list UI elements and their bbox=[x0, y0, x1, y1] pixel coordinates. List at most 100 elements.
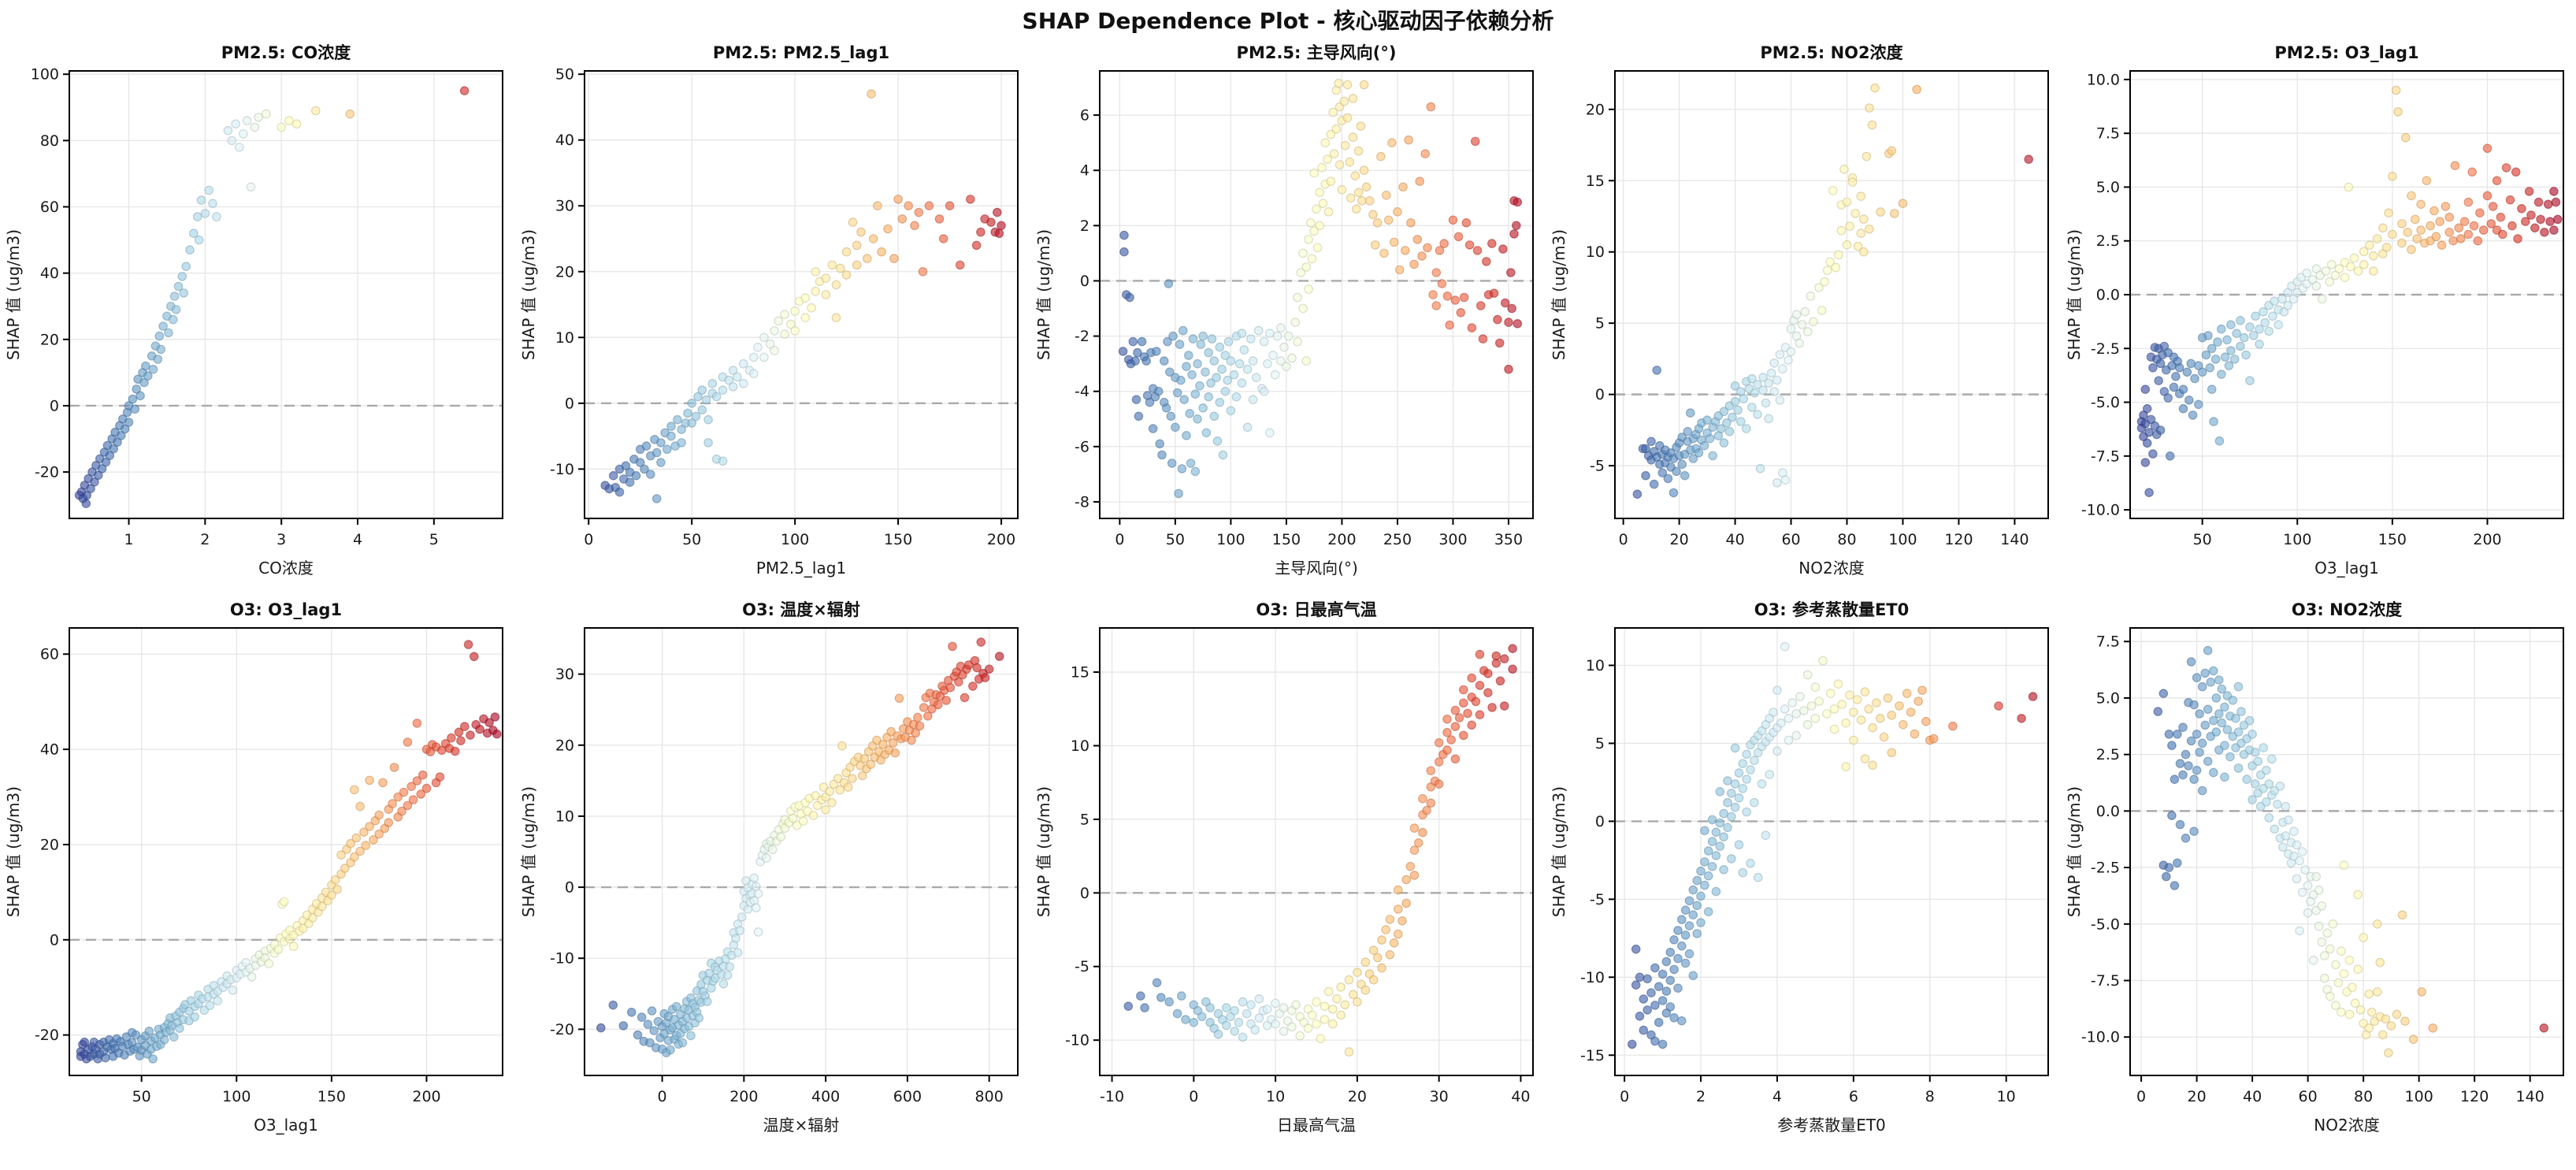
subplot-pm25-co: 1 2 3 4 5 -20 0 20 40 60 80 100 PM2.5: CO浓度 CO浓度 SHAP … bbox=[4, 43, 503, 578]
x-axis: -10 0 10 20 30 40 bbox=[1100, 1075, 1531, 1105]
y-axis: -10 0 10 20 30 40 50 bbox=[550, 65, 585, 477]
svg-text:20: 20 bbox=[2188, 1088, 2207, 1105]
x-axis-label: O3_lag1 bbox=[254, 1116, 318, 1135]
x-axis: 0 50 100 150 200 250 300 350 bbox=[1115, 518, 1523, 548]
subplot-o3-et0: 0 2 4 6 8 10 -15 -10 -5 0 5 10 O3: 参考蒸散量ET0 参考蒸散量ET0 S… bbox=[1550, 600, 2049, 1135]
svg-text:-2: -2 bbox=[1075, 328, 1089, 345]
subplot-title: PM2.5: 主导风向(°) bbox=[1237, 43, 1397, 62]
y-axis: -20 -10 0 10 20 30 bbox=[550, 666, 585, 1038]
svg-text:800: 800 bbox=[975, 1088, 1004, 1105]
svg-text:200: 200 bbox=[1327, 531, 1356, 548]
svg-text:40: 40 bbox=[555, 132, 574, 149]
svg-text:120: 120 bbox=[1944, 531, 1973, 548]
y-axis: -20 0 20 40 60 80 100 bbox=[31, 65, 69, 481]
subplot-pm25-wind-direction: 0 50 100 150 200 250 300 350 -8 -6 -4 -2 0 2 4 6 PM2.5: … bbox=[1034, 43, 1534, 578]
y-axis: -5 0 5 10 15 20 bbox=[1586, 101, 1615, 474]
svg-text:0: 0 bbox=[50, 931, 59, 949]
svg-text:0: 0 bbox=[584, 531, 593, 548]
svg-text:100: 100 bbox=[781, 531, 809, 548]
subplot-title: O3: 日最高气温 bbox=[1256, 600, 1376, 619]
plot-border bbox=[1614, 69, 2049, 519]
svg-text:50: 50 bbox=[1166, 531, 1185, 548]
svg-text:7.5: 7.5 bbox=[2096, 124, 2120, 142]
y-axis: -8 -6 -4 -2 0 2 4 6 bbox=[1075, 106, 1100, 511]
scatter-points bbox=[76, 639, 502, 1064]
svg-text:40: 40 bbox=[1511, 1088, 1530, 1105]
x-axis-label: NO2浓度 bbox=[2314, 1116, 2379, 1135]
figure-title: SHAP Dependence Plot - 核心驱动因子依赖分析 bbox=[1022, 8, 1554, 34]
svg-text:80: 80 bbox=[2354, 1088, 2373, 1105]
grid-lines bbox=[2130, 627, 2563, 1075]
svg-text:4: 4 bbox=[1080, 162, 1089, 179]
subplot-pm25-o3lag1: 50 100 150 200 -10.0 -7.5 -5.0 -2.5 0.0 2.5 5.0 7.5… bbox=[2065, 43, 2564, 578]
x-axis: 0 20 40 60 80 100 120 140 bbox=[2136, 1075, 2544, 1105]
svg-text:-15: -15 bbox=[1580, 1046, 1605, 1064]
svg-text:20: 20 bbox=[1670, 531, 1689, 548]
svg-text:120: 120 bbox=[2460, 1088, 2489, 1105]
svg-text:5: 5 bbox=[1595, 735, 1605, 752]
svg-text:5: 5 bbox=[1595, 314, 1605, 332]
svg-text:200: 200 bbox=[729, 1088, 758, 1105]
svg-text:2.5: 2.5 bbox=[2096, 746, 2120, 763]
svg-text:6: 6 bbox=[1080, 106, 1089, 124]
y-axis-label: SHAP 值 (ug/m3) bbox=[1034, 229, 1053, 360]
grid-lines bbox=[69, 627, 503, 1075]
subplot-title: PM2.5: CO浓度 bbox=[221, 43, 351, 62]
y-axis: -10.0 -7.5 -5.0 -2.5 0.0 2.5 5.0 7.5 10.0 bbox=[2081, 71, 2130, 518]
svg-text:-5: -5 bbox=[1590, 890, 1605, 908]
svg-text:-7.5: -7.5 bbox=[2091, 448, 2120, 465]
subplot-o3-o3lag1: 50 100 150 200 -20 0 20 40 60 O3: O3_lag1 O3_lag1 S… bbox=[4, 600, 503, 1135]
svg-text:100: 100 bbox=[222, 1088, 251, 1105]
svg-text:0: 0 bbox=[658, 1088, 667, 1105]
svg-text:-7.5: -7.5 bbox=[2091, 972, 2120, 990]
svg-text:100: 100 bbox=[1216, 531, 1245, 548]
y-axis-label: SHAP 值 (ug/m3) bbox=[1550, 229, 1568, 360]
svg-text:10: 10 bbox=[555, 329, 574, 346]
svg-text:20: 20 bbox=[555, 737, 574, 754]
y-axis-label: SHAP 值 (ug/m3) bbox=[2065, 229, 2084, 360]
svg-text:10: 10 bbox=[1071, 737, 1089, 755]
svg-text:2: 2 bbox=[1696, 1088, 1706, 1105]
svg-text:10.0: 10.0 bbox=[2087, 71, 2120, 88]
svg-text:8: 8 bbox=[1925, 1088, 1935, 1105]
svg-text:10: 10 bbox=[1266, 1088, 1285, 1105]
svg-text:0.0: 0.0 bbox=[2096, 286, 2120, 303]
svg-text:200: 200 bbox=[412, 1088, 440, 1105]
svg-text:40: 40 bbox=[1725, 531, 1744, 548]
y-axis: -10 -5 0 5 10 15 bbox=[1065, 663, 1100, 1049]
svg-text:-6: -6 bbox=[1075, 438, 1089, 455]
y-axis-label: SHAP 值 (ug/m3) bbox=[2065, 786, 2084, 917]
x-axis: 0 200 400 600 800 bbox=[658, 1075, 1004, 1105]
y-axis: -15 -10 -5 0 5 10 bbox=[1580, 657, 1615, 1064]
svg-text:10: 10 bbox=[555, 808, 574, 825]
svg-text:150: 150 bbox=[2378, 531, 2407, 548]
scatter-points bbox=[2136, 85, 2563, 497]
x-axis: 1 2 3 4 5 bbox=[124, 518, 439, 548]
y-axis-label: SHAP 值 (ug/m3) bbox=[519, 229, 538, 360]
svg-text:0: 0 bbox=[50, 397, 59, 414]
svg-text:20: 20 bbox=[40, 331, 59, 348]
svg-text:-20: -20 bbox=[35, 1027, 59, 1044]
scatter-points bbox=[600, 88, 1006, 503]
x-axis-label: O3_lag1 bbox=[2314, 559, 2379, 578]
y-axis-label: SHAP 值 (ug/m3) bbox=[1034, 786, 1053, 917]
svg-text:-4: -4 bbox=[1075, 383, 1089, 400]
subplot-pm25-no2: 0 20 40 60 80 100 120 140 -5 0 5 10 15 20 PM2.5: NO2浓度… bbox=[1550, 43, 2049, 578]
grid-lines bbox=[585, 70, 1018, 518]
scatter-points bbox=[2153, 645, 2549, 1057]
svg-text:50: 50 bbox=[555, 65, 574, 83]
svg-text:20: 20 bbox=[1348, 1088, 1367, 1105]
svg-text:300: 300 bbox=[1438, 531, 1467, 548]
subplot-grid: 1 2 3 4 5 -20 0 20 40 60 80 100 PM2.5: CO浓度 CO浓度 SHAP … bbox=[0, 36, 2576, 1150]
svg-text:-5.0: -5.0 bbox=[2091, 394, 2120, 411]
svg-text:0: 0 bbox=[1115, 531, 1124, 548]
svg-text:20: 20 bbox=[555, 263, 574, 280]
svg-text:60: 60 bbox=[40, 645, 59, 663]
svg-text:0: 0 bbox=[2136, 1088, 2146, 1105]
svg-text:5.0: 5.0 bbox=[2096, 179, 2120, 196]
x-axis-label: PM2.5_lag1 bbox=[756, 559, 846, 578]
plot-border bbox=[2129, 626, 2564, 1076]
svg-text:-2.5: -2.5 bbox=[2091, 340, 2120, 357]
svg-text:0: 0 bbox=[1619, 531, 1628, 548]
